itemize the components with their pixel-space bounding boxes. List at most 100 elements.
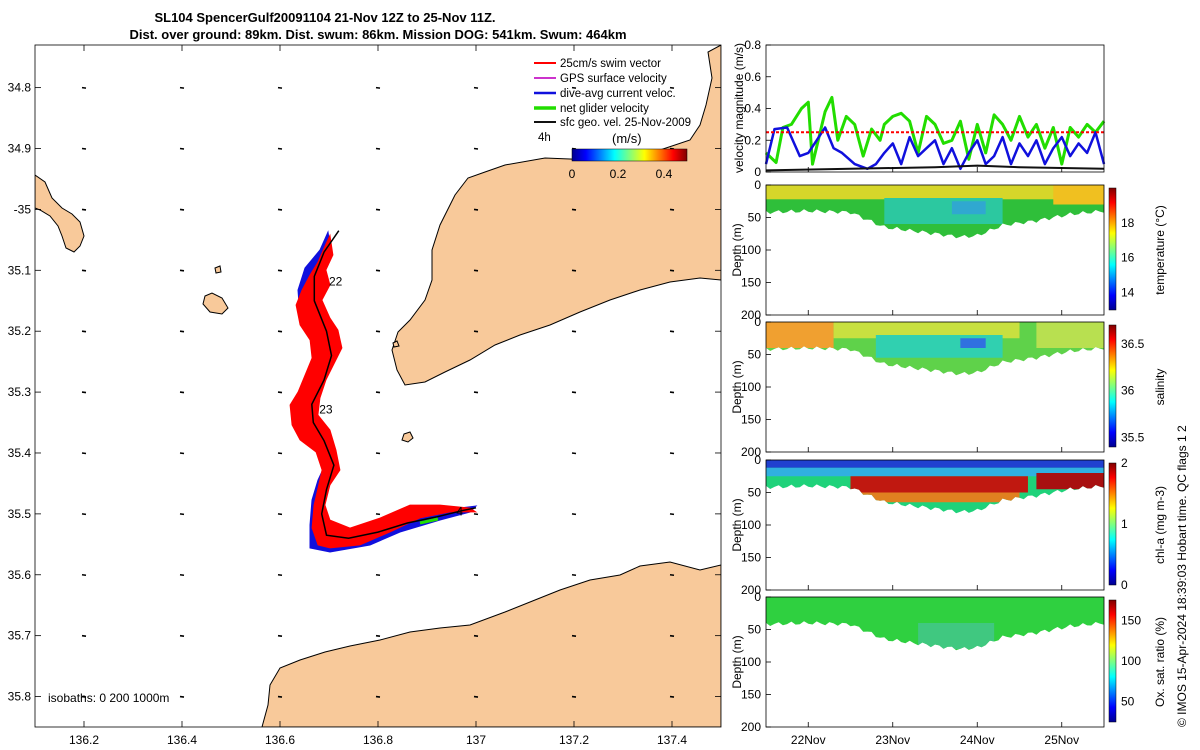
track-day-label: 4 [456,505,463,519]
section-ytick-label: 0 [754,178,761,192]
velocity-series-dive-avg-current-veloc- [764,126,1106,171]
section-ytick-label: 200 [741,583,761,597]
section-colorbar [1108,599,1117,723]
surface-vector-mark [277,695,283,698]
map-xtick-label: 137.4 [657,733,687,747]
surface-vector-mark [81,330,87,333]
surface-vector-field [81,86,675,698]
surface-vector-mark [277,573,283,577]
section-colorbar-tick-label: 100 [1121,654,1141,668]
section-ylabel: Depth (m) [730,635,744,688]
figure-title-line1: SL104 SpencerGulf20091104 21-Nov 12Z to … [154,10,495,25]
surface-vector-mark [571,86,577,89]
map-ytick-label: 35.1 [8,263,32,277]
map-colorbar-ticks: 0 0.2 0.4 [569,167,673,181]
surface-vector-mark [669,391,675,394]
section-ytick-label: 100 [741,518,761,532]
surface-vector-mark [571,634,577,637]
map-xtick-label: 136.6 [265,733,295,747]
map-legend: 25cm/s swim vector GPS surface velocity … [534,58,691,146]
map-ytick-label: 35.5 [8,507,32,521]
surface-vector-mark [179,634,185,637]
section-colorbar-tick-label: 50 [1121,695,1135,709]
legend-swim-vector: 25cm/s swim vector [560,58,661,70]
section-ytick-label: 0 [754,590,761,604]
map-ytick-label: 35.8 [8,690,32,704]
surface-vector-mark [473,208,479,211]
surface-vector-mark [375,513,381,516]
time-xtick-label: 22Nov [791,733,826,747]
section-colorbar [1108,324,1117,448]
surface-vector-mark [179,147,185,150]
map-ytick-label: 35.2 [8,324,32,338]
section-ylabel: Depth (m) [730,498,744,551]
surface-vector-mark [179,513,185,516]
island-1 [202,292,229,315]
section-colorbar-tick-label: 1 [1121,517,1128,531]
section-fill-chl-max-east [1036,473,1104,490]
section-ytick-label: 0 [754,315,761,329]
map-ytick-label: 35.3 [8,385,32,399]
surface-vector-mark [571,208,577,211]
section-ylabel: Depth (m) [730,223,744,276]
section-colorbar-label: salinity [1153,369,1167,406]
legend-net-glider: net glider velocity [560,103,649,115]
surface-vector-mark [81,695,87,698]
surface-vector-mark [669,330,675,333]
velocity-series [764,95,1106,172]
surface-vector-mark [375,269,381,272]
velocity-ylabel: velocity magnitude (m/s) [732,43,746,173]
section-colorbar-label: chl-a (mg m-3) [1153,486,1167,564]
surface-vector-mark [571,573,577,577]
section-ytick-label: 0 [754,453,761,467]
surface-vector-mark [81,452,87,455]
section-colorbar-tick-label: 36.5 [1121,337,1145,351]
surface-vector-mark [277,208,283,211]
section-ytick-label: 50 [748,348,762,362]
section-ytick-label: 150 [741,551,761,565]
section-ytick-label: 200 [741,308,761,322]
net-glider-vector-mark [419,517,439,525]
track-day-label: 23 [319,402,333,416]
time-xtick-label: 24Nov [960,733,995,747]
surface-vector-mark [179,269,185,272]
surface-vector-mark [179,208,185,211]
section-ytick-label: 200 [741,445,761,459]
section-colorbar-tick-label: 35.5 [1121,431,1145,445]
surface-vector-mark [277,86,283,89]
left-peninsula-land [35,174,85,253]
surface-vector-mark [81,208,87,211]
section-ytick-label: 100 [741,243,761,257]
map-colorbar [571,148,688,162]
surface-vector-mark [669,86,675,89]
section-colorbar [1108,462,1117,586]
surface-vector-mark [571,330,577,333]
colorbar-units: (m/s) [612,131,642,146]
section-fill-fresh-patch [960,338,986,348]
map-ytick-label: 34.8 [8,81,32,95]
map-ytick-label: 35.7 [8,629,32,643]
map-panel: 22 23 4 136.2 136.4 136.6 136.8 137 137.2 137.4 3… [8,44,722,747]
velocity-ytick-label: 0.6 [744,70,761,84]
surface-vector-mark [179,573,185,577]
section-ytick-label: 50 [748,623,762,637]
surface-vector-mark [277,634,283,637]
section-panel-salinity: 0 50 100 150 200 Depth (m) 35.5 36 36.5 salinity [730,315,1167,459]
section-fill-chl-edge [850,492,1020,503]
velocity-series-sfc-geo-vel-25-nov-2009 [765,164,1105,172]
section-fill-east-mid [1036,322,1104,348]
section-ytick-label: 50 [748,486,762,500]
surface-vector-mark [375,208,381,211]
surface-vector-mark [375,573,381,577]
surface-vector-mark [473,573,479,577]
surface-vector-mark [81,147,87,150]
surface-vector-mark [669,269,675,272]
surface-vector-mark [375,634,381,637]
surface-vector-mark [669,208,675,211]
section-colorbar-tick-label: 2 [1121,456,1128,470]
section-colorbar-tick-label: 16 [1121,251,1135,265]
surface-vector-mark [473,147,479,150]
map-axis-ticks: 136.2 136.4 136.6 136.8 137 137.2 137.4 34.8 34.… [8,45,721,747]
